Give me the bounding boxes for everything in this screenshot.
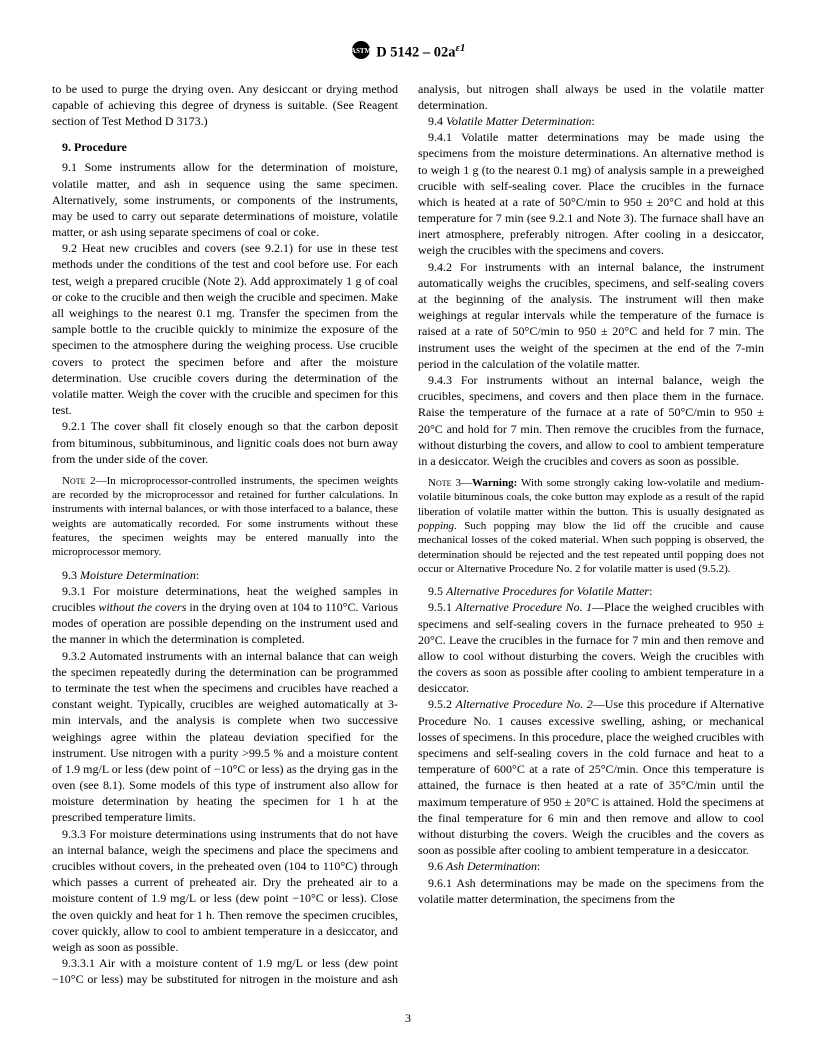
para-9-4-1: 9.4.1 Volatile matter determinations may… [418,129,764,259]
para-9-2: 9.2 Heat new crucibles and covers (see 9… [52,240,398,418]
note-2-body: 2—In microprocessor-controlled instrumen… [52,475,398,558]
note-3-rest: . Such popping may blow the lid off the … [418,520,764,575]
para-9-3-2: 9.3.2 Automated instruments with an inte… [52,648,398,826]
heading-9-4-num: 9.4 [428,114,446,128]
note-3-label: Note [428,477,452,489]
doc-epsilon: ε1 [456,42,466,54]
heading-9-6: 9.6 Ash Determination: [418,858,764,874]
para-9-5-1-body: —Place the weighed crucibles with specim… [418,600,764,695]
para-9-5-2-num: 9.5.2 [428,697,456,711]
note-3-warning: Warning: [472,477,517,489]
para-9-5-2: 9.5.2 Alternative Procedure No. 2—Use th… [418,696,764,858]
heading-9-4: 9.4 Volatile Matter Determination: [418,113,764,129]
heading-9-6-title: Ash Determination [446,859,537,873]
note-3-dash: 3— [452,477,473,489]
heading-9-5-num: 9.5 [428,584,446,598]
para-9-3-3: 9.3.3 For moisture determinations using … [52,826,398,956]
para-9-4-2: 9.4.2 For instruments with an internal b… [418,259,764,372]
section-9-title: 9. Procedure [52,139,398,155]
para-9-5-1-title: Alternative Procedure No. 1 [456,600,593,614]
doc-id: D 5142 – 02a [376,45,455,61]
heading-9-3-title: Moisture Determination [80,568,196,582]
para-9-5-2-title: Alternative Procedure No. 2 [456,697,593,711]
note-2: Note 2—In microprocessor-controlled inst… [52,474,398,560]
document-header: ASTM D 5142 – 02aε1 [52,40,764,67]
note-3: Note 3—Warning: With some strongly cakin… [418,476,764,576]
para-9-3-1-i: without the covers [98,600,186,614]
para-9-6-1: 9.6.1 Ash determinations may be made on … [418,875,764,907]
heading-9-3: 9.3 Moisture Determination: [52,567,398,583]
para-9-3-1: 9.3.1 For moisture determinations, heat … [52,583,398,648]
note-3-popping: popping [418,520,454,532]
para-9-5-2-body: —Use this procedure if Alternative Proce… [418,697,764,857]
para-9-5-1: 9.5.1 Alternative Procedure No. 1—Place … [418,599,764,696]
continuation-text: to be used to purge the drying oven. Any… [52,81,398,130]
heading-9-5-title: Alternative Procedures for Volatile Matt… [446,584,649,598]
two-column-body: to be used to purge the drying oven. Any… [52,81,764,1009]
astm-logo-icon: ASTM [351,40,371,67]
note-2-label: Note [62,475,86,487]
heading-9-5: 9.5 Alternative Procedures for Volatile … [418,583,764,599]
svg-text:ASTM: ASTM [351,47,371,55]
page-number: 3 [0,1010,816,1026]
heading-9-6-num: 9.6 [428,859,446,873]
heading-9-4-title: Volatile Matter Determination [446,114,591,128]
para-9-4-3: 9.4.3 For instruments without an interna… [418,372,764,469]
para-9-1: 9.1 Some instruments allow for the deter… [52,159,398,240]
para-9-5-1-num: 9.5.1 [428,600,456,614]
para-9-2-1: 9.2.1 The cover shall fit closely enough… [52,418,398,467]
heading-9-3-num: 9.3 [62,568,80,582]
